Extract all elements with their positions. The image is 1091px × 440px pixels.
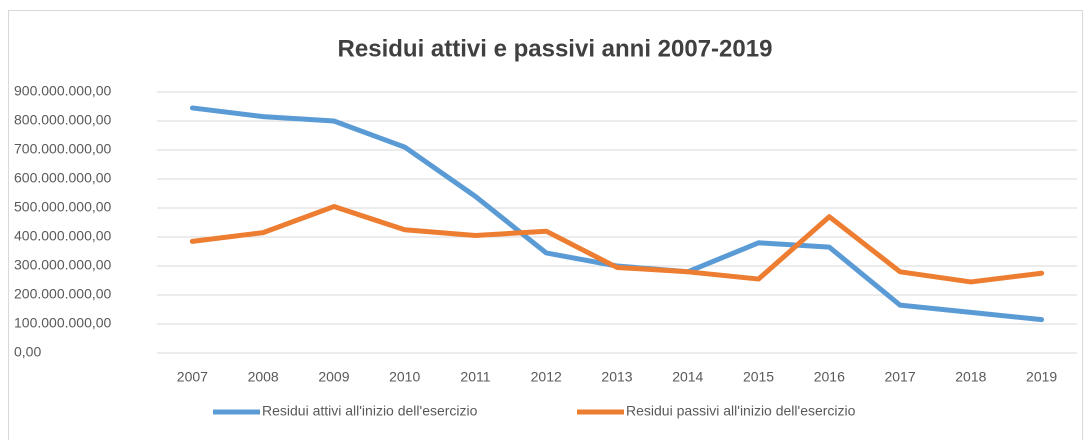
x-tick-label: 2013 [601, 369, 632, 385]
x-tick-label: 2018 [955, 369, 986, 385]
legend-label: Residui passivi all'inizio dell'esercizi… [626, 403, 856, 419]
x-tick-label: 2019 [1026, 369, 1057, 385]
y-tick-label: 100.000.000,00 [14, 315, 112, 331]
chart-title: Residui attivi e passivi anni 2007-2019 [338, 35, 773, 62]
y-tick-label: 800.000.000,00 [14, 112, 112, 128]
y-tick-label: 600.000.000,00 [14, 170, 112, 186]
y-tick-label: 500.000.000,00 [14, 199, 112, 215]
x-tick-label: 2012 [531, 369, 562, 385]
x-tick-label: 2015 [743, 369, 774, 385]
x-tick-label: 2017 [884, 369, 915, 385]
x-tick-label: 2016 [814, 369, 845, 385]
y-tick-label: 300.000.000,00 [14, 257, 112, 273]
legend-label: Residui attivi all'inizio dell'esercizio [262, 403, 478, 419]
x-tick-label: 2007 [177, 369, 208, 385]
y-tick-label: 400.000.000,00 [14, 228, 112, 244]
x-tick-label: 2011 [460, 369, 490, 385]
y-tick-label: 0,00 [14, 344, 41, 360]
y-tick-label: 900.000.000,00 [14, 83, 112, 99]
y-tick-label: 200.000.000,00 [14, 286, 112, 302]
chart-border [8, 10, 1083, 440]
x-tick-label: 2008 [248, 369, 279, 385]
x-tick-label: 2014 [672, 369, 703, 385]
y-tick-label: 700.000.000,00 [14, 141, 112, 157]
x-tick-label: 2010 [389, 369, 420, 385]
x-tick-label: 2009 [318, 369, 349, 385]
series-line [189, 204, 1045, 285]
